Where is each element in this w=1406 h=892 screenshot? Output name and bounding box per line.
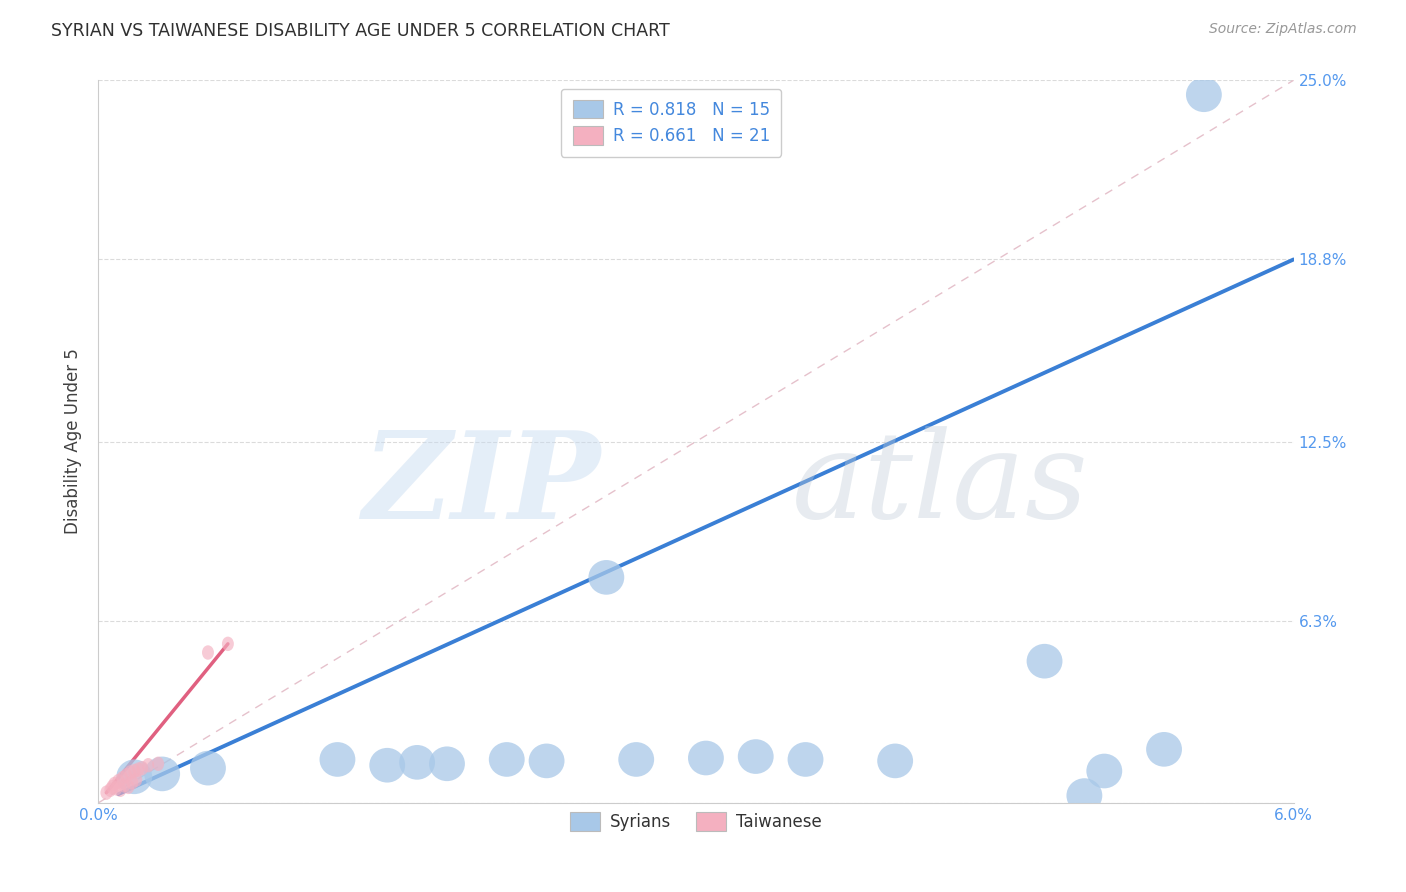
- Ellipse shape: [688, 740, 724, 775]
- Ellipse shape: [588, 560, 624, 595]
- Ellipse shape: [152, 756, 165, 771]
- Ellipse shape: [877, 744, 912, 778]
- Text: ZIP: ZIP: [363, 425, 600, 544]
- Ellipse shape: [118, 778, 131, 793]
- Ellipse shape: [190, 751, 226, 786]
- Text: Source: ZipAtlas.com: Source: ZipAtlas.com: [1209, 22, 1357, 37]
- Ellipse shape: [122, 780, 135, 794]
- Ellipse shape: [124, 765, 136, 780]
- Text: SYRIAN VS TAIWANESE DISABILITY AGE UNDER 5 CORRELATION CHART: SYRIAN VS TAIWANESE DISABILITY AGE UNDER…: [51, 22, 669, 40]
- Ellipse shape: [222, 637, 233, 651]
- Ellipse shape: [145, 756, 180, 791]
- Ellipse shape: [142, 758, 155, 772]
- Ellipse shape: [429, 747, 465, 781]
- Ellipse shape: [529, 744, 565, 778]
- Ellipse shape: [738, 739, 773, 774]
- Ellipse shape: [111, 781, 122, 796]
- Ellipse shape: [117, 759, 152, 794]
- Ellipse shape: [132, 763, 145, 777]
- Ellipse shape: [112, 774, 124, 789]
- Ellipse shape: [1067, 778, 1102, 813]
- Ellipse shape: [114, 782, 127, 797]
- Ellipse shape: [136, 761, 148, 775]
- Ellipse shape: [370, 747, 405, 782]
- Ellipse shape: [107, 780, 118, 794]
- Ellipse shape: [399, 745, 434, 780]
- Ellipse shape: [117, 771, 128, 786]
- Ellipse shape: [1087, 754, 1122, 789]
- Ellipse shape: [131, 772, 142, 787]
- Ellipse shape: [489, 742, 524, 777]
- Ellipse shape: [100, 786, 112, 800]
- Ellipse shape: [121, 768, 132, 782]
- Ellipse shape: [108, 777, 121, 791]
- Ellipse shape: [1146, 732, 1182, 767]
- Ellipse shape: [619, 742, 654, 777]
- Ellipse shape: [127, 775, 138, 789]
- Ellipse shape: [128, 764, 141, 778]
- Ellipse shape: [787, 742, 824, 777]
- Ellipse shape: [202, 645, 214, 660]
- Ellipse shape: [1026, 644, 1063, 679]
- Y-axis label: Disability Age Under 5: Disability Age Under 5: [63, 349, 82, 534]
- Legend: Syrians, Taiwanese: Syrians, Taiwanese: [564, 805, 828, 838]
- Ellipse shape: [319, 742, 356, 777]
- Text: atlas: atlas: [792, 426, 1088, 543]
- Ellipse shape: [1187, 78, 1222, 112]
- Ellipse shape: [104, 782, 117, 797]
